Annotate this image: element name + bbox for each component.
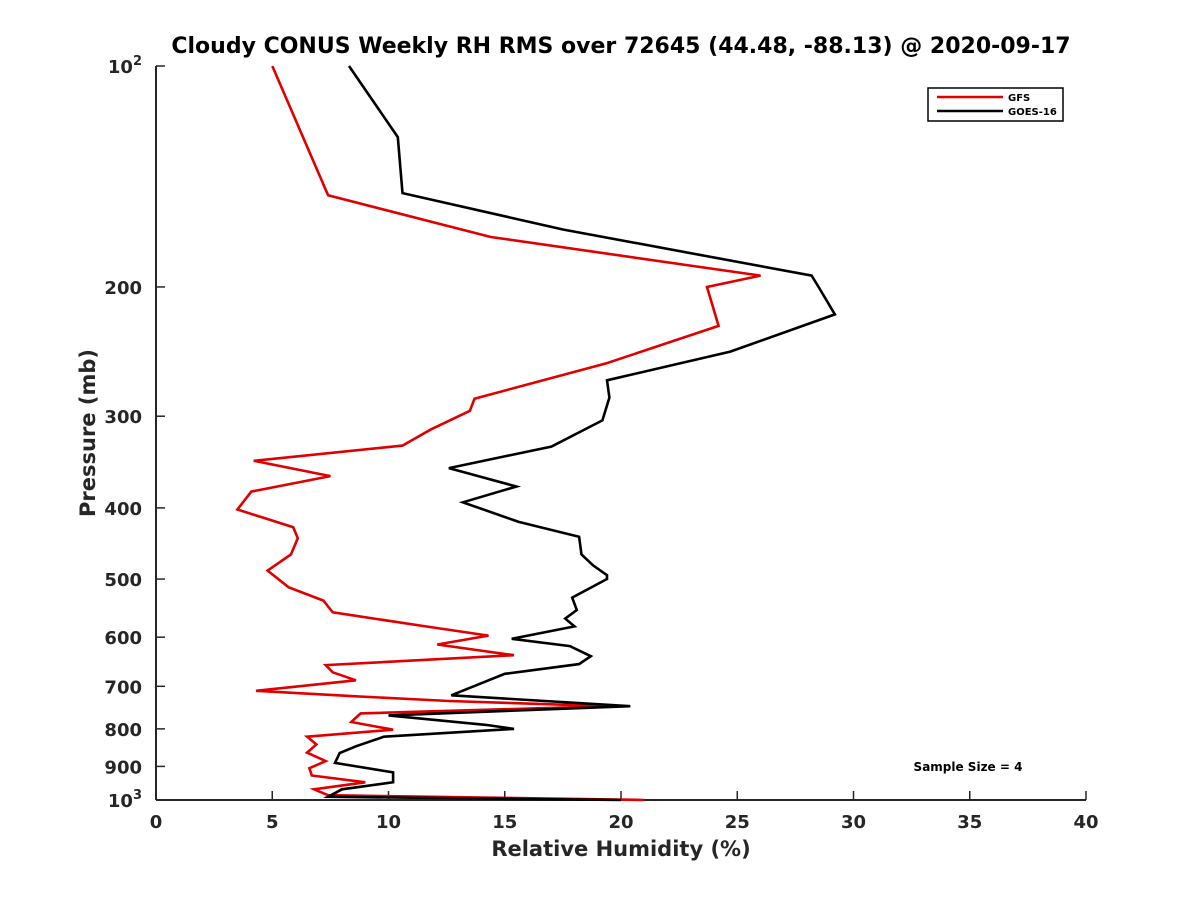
x-tick-label: 20 [608,812,633,833]
x-tick-label: 10 [376,812,401,833]
legend-label-goes16: GOES-16 [1008,107,1057,118]
series-line-goes16 [323,65,837,802]
y-tick-label: 300 [104,407,142,428]
y-tick-label: 400 [104,499,142,520]
x-tick-label: 5 [266,812,279,833]
x-tick-label: 35 [957,812,982,833]
y-tick-label: 500 [104,570,142,591]
y-tick-label: 900 [104,757,142,778]
x-axis-ticks: 0 5 10 15 20 25 30 35 40 [150,791,1099,833]
x-tick-label: 30 [841,812,866,833]
y-tick-label: 103 [108,788,142,812]
y-tick-label: 200 [104,278,142,299]
x-tick-label: 40 [1073,812,1098,833]
y-axis-ticks: 102 200 300 400 500 600 700 800 900 103 [104,54,165,812]
y-tick-label: 600 [104,628,142,649]
x-axis-label: Relative Humidity (%) [491,837,750,861]
x-tick-label: 15 [492,812,517,833]
y-tick-label: 700 [104,677,142,698]
x-tick-label: 0 [150,812,163,833]
plot-area [155,66,1086,801]
chart-legend: GFS GOES-16 [927,87,1064,122]
sample-size-annotation: Sample Size = 4 [914,760,1023,774]
y-tick-label: 800 [104,720,142,741]
chart-title: Cloudy CONUS Weekly RH RMS over 72645 (4… [171,34,1070,59]
series-line-gfs [235,65,761,802]
y-axis-label: Pressure (mb) [76,349,100,517]
y-tick-label: 102 [108,54,142,78]
legend-label-gfs: GFS [1008,93,1030,104]
x-tick-label: 25 [725,812,750,833]
legend-box [927,87,1064,122]
series-lines [235,65,837,802]
